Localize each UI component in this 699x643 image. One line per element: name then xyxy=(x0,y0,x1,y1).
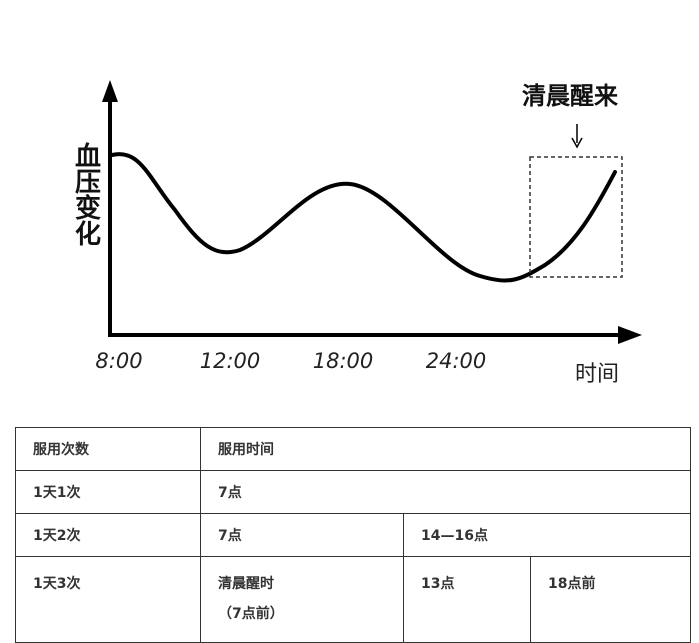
table-cell: 服用时间 xyxy=(199,427,692,471)
dosage-table: 服用次数 服用时间 1天1次 7点 1天2次 7点 14—16点 1天3次 清晨… xyxy=(15,427,692,643)
cell-line: （7点前） xyxy=(218,606,284,622)
cell-line: 清晨醒时 xyxy=(218,576,274,592)
table-cell: 14—16点 xyxy=(402,513,692,557)
y-label-char: 化 xyxy=(75,220,101,250)
y-label-char: 压 xyxy=(75,168,101,198)
x-label: 时间 xyxy=(575,362,619,387)
table-cell: 1天3次 xyxy=(15,556,201,643)
table-cell: 服用次数 xyxy=(15,427,201,471)
y-arrow xyxy=(102,80,118,102)
table-row: 1天2次 7点 14—16点 xyxy=(15,513,692,557)
table-row: 1天1次 7点 xyxy=(15,470,692,514)
x-tick-label: 24:00 xyxy=(426,349,487,373)
y-label: 血压变化 xyxy=(75,142,101,250)
table-cell: 18点前 xyxy=(529,556,692,643)
annotation-arrowhead xyxy=(571,137,583,149)
table-cell: 7点 xyxy=(200,513,404,557)
x-tick-label: 12:00 xyxy=(200,349,261,373)
table-cell: 清晨醒时 （7点前） xyxy=(200,556,404,643)
table-cell: 1天2次 xyxy=(15,513,201,557)
table-cell: 13点 xyxy=(403,556,531,643)
table-row: 1天3次 清晨醒时 （7点前） 13点 18点前 xyxy=(15,556,692,643)
curve xyxy=(110,152,617,283)
y-label-char: 变 xyxy=(75,193,101,224)
x-tick-label: 8:00 xyxy=(95,349,142,373)
x-tick-label: 18:00 xyxy=(313,349,374,373)
annotation: 清晨醒来 xyxy=(522,82,619,110)
table-cell: 7点 xyxy=(199,470,692,514)
highlight-box xyxy=(529,156,623,278)
table-cell: 1天1次 xyxy=(15,470,201,514)
y-label-char: 血 xyxy=(75,142,101,172)
table-row: 服用次数 服用时间 xyxy=(15,427,692,471)
x-arrow xyxy=(618,326,642,344)
diagram: 清晨醒来 血压变化 8:00 12:00 18:00 24:00 时间 xyxy=(75,80,642,387)
